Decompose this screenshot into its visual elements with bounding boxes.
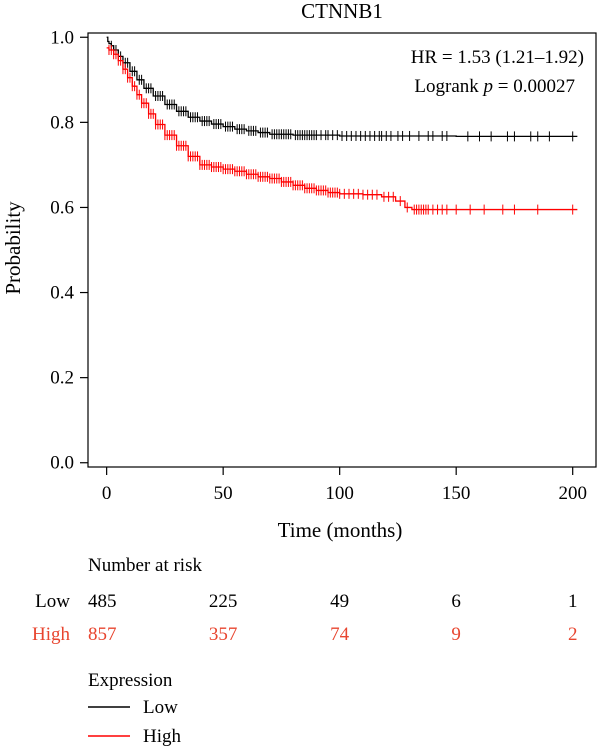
- risk-value-high: 9: [451, 624, 461, 645]
- y-tick-label: 0.2: [50, 368, 74, 389]
- y-tick-label: 0.4: [50, 283, 74, 304]
- x-tick-label: 200: [558, 483, 587, 504]
- risk-value-high: 357: [209, 624, 238, 645]
- legend-label-low: Low: [143, 697, 178, 718]
- y-tick-label: 0.8: [50, 112, 74, 133]
- risk-row-label-low: Low: [35, 591, 70, 612]
- legend: Low High: [88, 697, 182, 747]
- logrank-label: Logrank p = 0.00027: [414, 76, 575, 97]
- risk-table-header: Number at risk: [88, 555, 202, 576]
- legend-title: Expression: [88, 670, 173, 691]
- risk-row-label-high: High: [32, 624, 71, 645]
- survival-curves: [106, 36, 578, 215]
- legend-label-high: High: [143, 726, 182, 747]
- risk-value-high: 74: [330, 624, 350, 645]
- x-axis: 0 50 100 150 200: [102, 467, 587, 504]
- risk-value-low: 225: [209, 591, 238, 612]
- risk-value-low: 49: [330, 591, 349, 612]
- y-tick-label: 0.0: [50, 453, 74, 474]
- chart-title: CTNNB1: [301, 0, 383, 23]
- risk-table: Low 485 225 49 6 1 High 857 357 74 9 2: [32, 591, 577, 645]
- hazard-ratio-label: HR = 1.53 (1.21–1.92): [411, 47, 584, 68]
- y-tick-label: 0.6: [50, 197, 74, 218]
- survival-curve-high: [106, 47, 578, 211]
- x-tick-label: 0: [102, 483, 112, 504]
- risk-value-low: 1: [568, 591, 578, 612]
- y-axis: 0.0 0.2 0.4 0.6 0.8 1.0: [50, 27, 88, 474]
- plot-frame: [87, 32, 597, 468]
- x-tick-label: 50: [214, 483, 233, 504]
- x-tick-label: 150: [442, 483, 471, 504]
- risk-value-high: 2: [568, 624, 578, 645]
- risk-value-low: 6: [451, 591, 461, 612]
- risk-value-low: 485: [88, 591, 117, 612]
- x-axis-title: Time (months): [278, 518, 403, 542]
- risk-value-high: 857: [88, 624, 117, 645]
- x-tick-label: 100: [325, 483, 354, 504]
- y-tick-label: 1.0: [50, 27, 74, 48]
- y-axis-title: Probability: [1, 201, 25, 295]
